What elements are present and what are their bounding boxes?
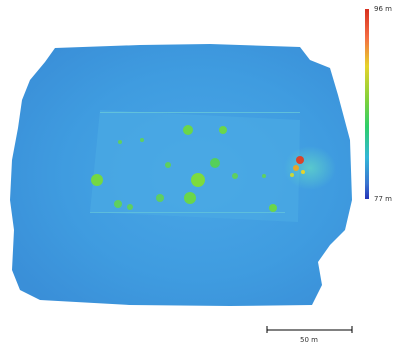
- vegetation-features: [91, 125, 277, 212]
- elevation-legend-bar: [365, 9, 369, 199]
- legend-max-label: 96 m: [374, 5, 392, 13]
- perimeter-dots: [90, 112, 300, 213]
- scale-bar: [266, 326, 353, 333]
- plateau-region: [90, 110, 300, 222]
- legend-min-label: 77 m: [374, 195, 392, 203]
- scale-bar-label: 50 m: [300, 336, 318, 344]
- highland-glow: [284, 146, 336, 190]
- peak-features: [290, 156, 305, 177]
